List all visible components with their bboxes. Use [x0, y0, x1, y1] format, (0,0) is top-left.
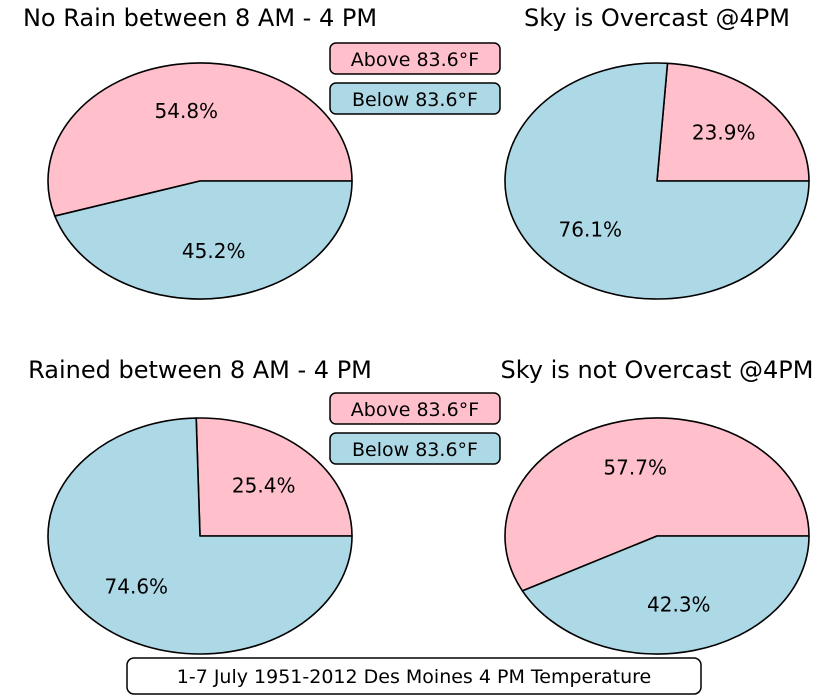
- pie-value-label: 25.4%: [232, 473, 296, 497]
- footer-box: 1-7 July 1951-2012 Des Moines 4 PM Tempe…: [126, 657, 702, 695]
- pie-value-label: 74.6%: [105, 575, 169, 599]
- footer-caption: 1-7 July 1951-2012 Des Moines 4 PM Tempe…: [177, 666, 651, 688]
- legend-swatch-below: [329, 82, 501, 115]
- legend-bottom: Above 83.6°F Below 83.6°F: [329, 392, 501, 465]
- pie-slice-below: [47, 417, 353, 655]
- pie-slice-above: [47, 62, 353, 217]
- legend-label-below: Below 83.6°F: [352, 89, 478, 111]
- pie-title: No Rain between 8 AM - 4 PM: [23, 4, 377, 32]
- pie-slice-above: [656, 62, 810, 182]
- pie-slice-above: [504, 417, 810, 592]
- pie-chart: Rained between 8 AM - 4 PM 25.4% 74.6%: [28, 356, 372, 655]
- legend-label-above: Above 83.6°F: [351, 399, 479, 421]
- legend-swatch-above: [329, 392, 501, 425]
- pie-value-label: 54.8%: [155, 99, 219, 123]
- pie-slice-below: [504, 62, 810, 300]
- pie-title: Rained between 8 AM - 4 PM: [28, 356, 372, 384]
- pie-title: Sky is Overcast @4PM: [524, 4, 790, 32]
- pie-value-label: 57.7%: [603, 455, 667, 479]
- pie-value-label: 42.3%: [647, 593, 711, 617]
- pie-charts: No Rain between 8 AM - 4 PM 54.8% 45.2% Sky…: [23, 4, 814, 655]
- pie-value-label: 23.9%: [692, 121, 756, 145]
- pie-chart: No Rain between 8 AM - 4 PM 54.8% 45.2%: [23, 4, 377, 300]
- legend-label-above: Above 83.6°F: [351, 49, 479, 71]
- legend-swatch-above: [329, 42, 501, 75]
- legend-label-below: Below 83.6°F: [352, 439, 478, 461]
- pie-chart: Sky is not Overcast @4PM 57.7% 42.3%: [501, 356, 814, 655]
- pie-value-label: 76.1%: [559, 217, 623, 241]
- pie-chart: Sky is Overcast @4PM 23.9% 76.1%: [504, 4, 810, 300]
- pie-title: Sky is not Overcast @4PM: [501, 356, 814, 384]
- pie-slice-below: [521, 535, 810, 655]
- pie-value-label: 45.2%: [182, 239, 246, 263]
- legend-swatch-below: [329, 432, 501, 465]
- pie-slice-below: [54, 180, 353, 300]
- pie-slice-above: [195, 417, 353, 537]
- footer-frame: [126, 657, 702, 695]
- legend-top: Above 83.6°F Below 83.6°F: [329, 42, 501, 115]
